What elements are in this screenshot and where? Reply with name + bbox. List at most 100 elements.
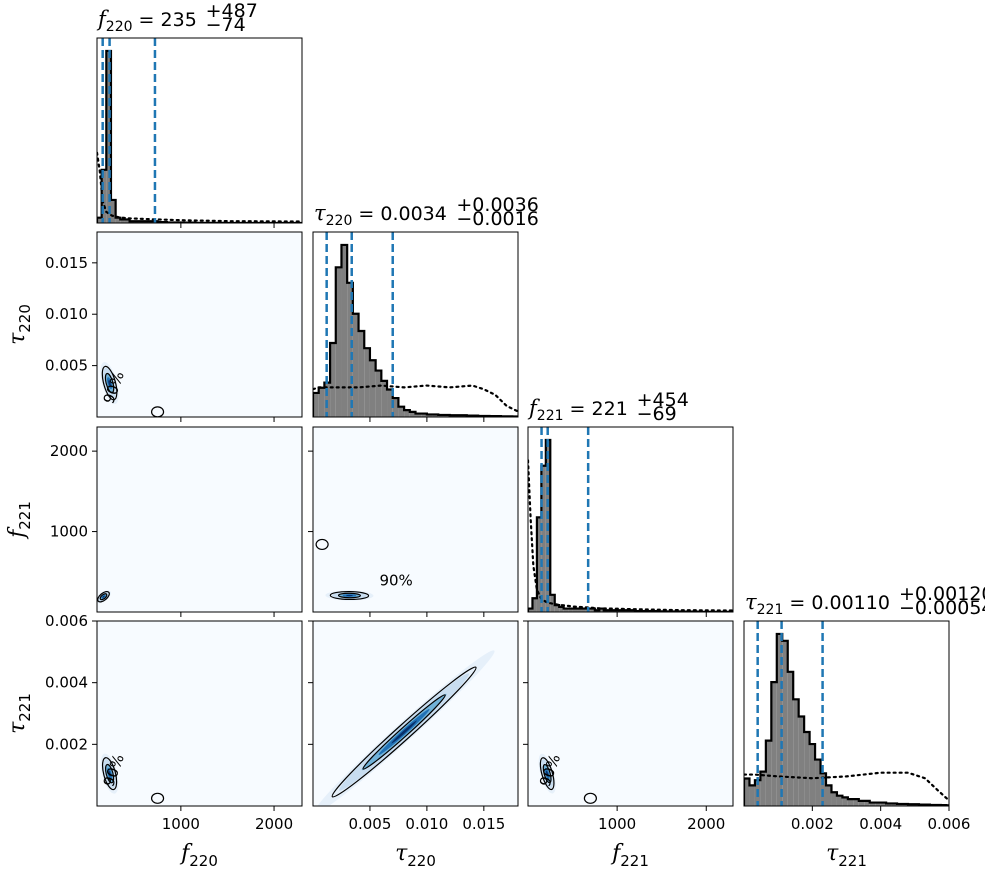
histogram-bar	[318, 387, 325, 417]
histogram-bar	[120, 219, 125, 223]
y-tick-label: 1000	[50, 523, 88, 541]
histogram-bar	[404, 410, 410, 417]
x-axis-label: τ221	[826, 841, 867, 870]
histogram-outline	[528, 438, 733, 612]
histogram-outline	[97, 49, 302, 223]
density-level-peak	[391, 720, 417, 744]
histogram-bar	[847, 799, 854, 806]
histogram-bar	[760, 771, 766, 806]
histogram-bar	[330, 343, 336, 417]
panel-frame	[312, 426, 519, 613]
histogram-bar	[369, 360, 376, 417]
density-panel-tau220-vs-f220: 90%	[96, 231, 303, 418]
histogram-bar	[853, 799, 859, 806]
histogram-bar	[313, 392, 319, 417]
x-tick-label: 0.006	[928, 815, 971, 833]
histogram-bar	[765, 740, 772, 806]
histogram-bar	[115, 217, 121, 223]
density-panel-f221-vs-tau220: 90%	[312, 426, 519, 613]
histogram-bar	[398, 406, 405, 417]
x-tick-label: 0.002	[791, 815, 834, 833]
density-background	[528, 621, 733, 806]
histogram-bar	[572, 608, 578, 612]
panel-frame	[527, 426, 734, 613]
density-panel-f221-vs-f220	[96, 426, 303, 613]
histogram-bar	[798, 716, 805, 806]
histogram-bar	[599, 608, 604, 612]
histogram-outline	[744, 632, 949, 806]
x-axis-label: f220	[179, 841, 218, 870]
density-level-peak	[346, 594, 353, 597]
histogram-bar	[744, 778, 750, 806]
x-tick-label: 2000	[687, 815, 725, 833]
x-tick-label: 0.004	[859, 815, 902, 833]
histogram-panel-f220: f220 = 235 +487−74	[96, 0, 303, 224]
x-tick-label: 0.010	[405, 815, 448, 833]
density-level-peak	[545, 770, 549, 777]
histogram-bar	[886, 803, 892, 806]
contour-90	[101, 365, 118, 401]
contour-island	[315, 538, 329, 551]
histogram-bar	[815, 759, 821, 806]
y-tick-label: 0.004	[45, 674, 88, 692]
contour-50	[104, 763, 115, 784]
title-plus-error: +0.00120	[899, 583, 985, 605]
histogram-bar	[364, 348, 370, 417]
contour-50	[542, 763, 552, 784]
density-panel-tau221-vs-tau220	[312, 620, 519, 807]
histogram-panel-f221: f221 = 221 +454−69	[527, 389, 734, 613]
y-tick-label: 0.015	[45, 254, 88, 272]
histogram-bar	[358, 330, 365, 417]
density-background	[97, 232, 302, 417]
histogram-bar	[581, 608, 586, 612]
panel-frame	[96, 426, 303, 613]
prior-curve	[313, 384, 518, 413]
histogram-bar	[842, 797, 848, 806]
panel-frame	[312, 620, 519, 807]
histogram-bar	[787, 671, 794, 806]
y-axis-label: f221	[5, 501, 34, 540]
histogram-bar	[392, 398, 399, 417]
density-panel-tau221-vs-f220: 90%	[96, 620, 303, 807]
contour-island	[583, 792, 597, 804]
title-plus-error: +0.0036	[456, 194, 538, 216]
title-plus-error: +487	[206, 0, 258, 22]
histogram-bar	[387, 389, 393, 417]
panel-title: f220 = 235	[96, 7, 197, 35]
prior-curve	[528, 459, 733, 612]
panel-frame	[312, 231, 519, 418]
histogram-bar	[421, 413, 427, 417]
histogram-bar	[577, 608, 582, 612]
x-tick-label: 1000	[162, 815, 200, 833]
contour-island	[150, 792, 165, 804]
histogram-bar	[532, 598, 537, 612]
panel-title: τ221 = 0.00110	[745, 590, 890, 618]
contour-90	[329, 590, 370, 601]
y-tick-label: 0.010	[45, 305, 88, 323]
y-tick-label: 2000	[50, 442, 88, 460]
histogram-bar	[590, 608, 595, 612]
histogram-bar	[869, 802, 876, 806]
x-tick-label: 0.015	[462, 815, 505, 833]
panel-frame	[527, 620, 734, 807]
histogram-bar	[858, 800, 865, 806]
histogram-bar	[432, 414, 439, 417]
contour-50	[337, 592, 361, 599]
histogram-bar	[124, 219, 130, 223]
contour-90	[101, 757, 118, 791]
histogram-bar	[381, 380, 388, 417]
histogram-bar	[426, 414, 433, 417]
panel-frame	[96, 37, 303, 224]
contour-50	[104, 372, 115, 394]
histogram-bar	[110, 199, 116, 223]
histogram-bar	[880, 802, 887, 806]
contour-90	[331, 666, 477, 798]
histogram-bar	[541, 465, 546, 612]
histogram-bar	[324, 382, 331, 417]
panel-title: τ220 = 0.0034	[314, 201, 447, 229]
histogram-bar	[891, 803, 898, 806]
panel-title: f221 = 221	[527, 396, 628, 424]
x-tick-label: 0.005	[348, 815, 391, 833]
histogram-bar	[335, 267, 342, 417]
